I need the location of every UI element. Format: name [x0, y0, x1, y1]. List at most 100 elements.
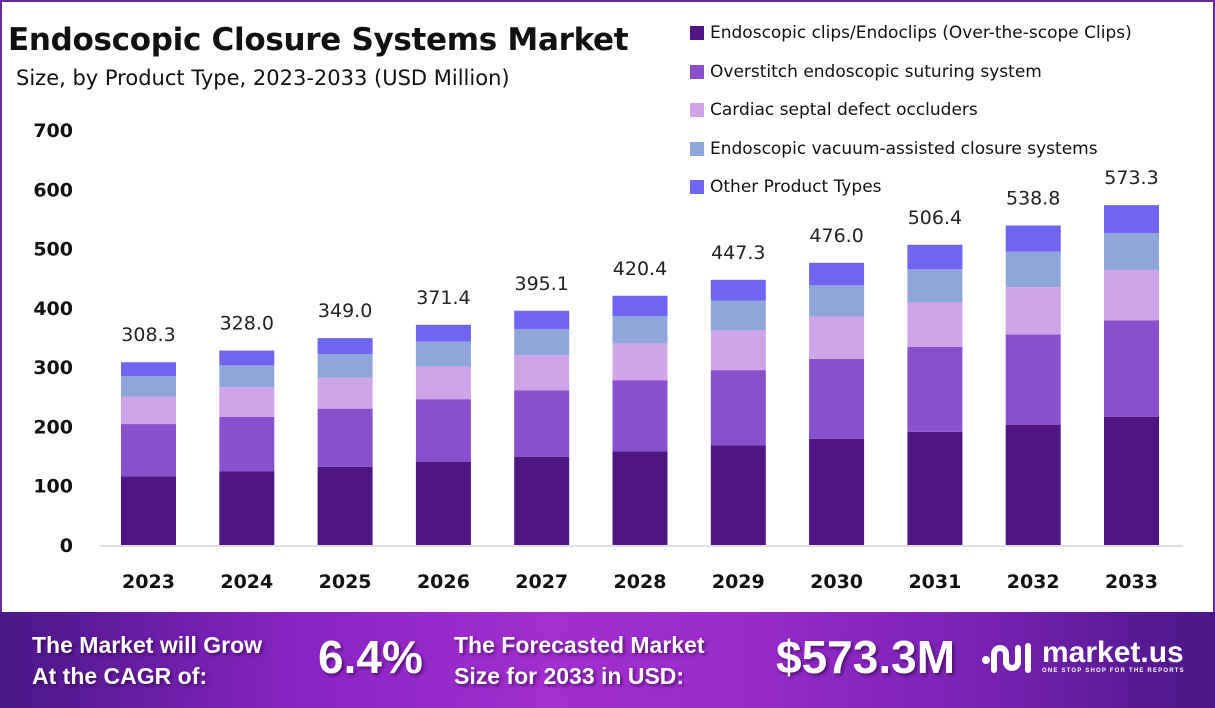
bar-segment	[219, 350, 275, 366]
bar-segment	[1104, 269, 1159, 321]
bar-stack: 349.0	[317, 300, 373, 545]
total-data-label: 476.0	[809, 225, 863, 247]
brand-logo: market.us ONE STOP SHOP FOR THE REPORTS	[980, 636, 1185, 676]
cagr-label: The Market will Grow At the CAGR of:	[32, 630, 262, 692]
bar-segment	[121, 376, 176, 397]
total-data-label: 395.1	[514, 273, 568, 295]
footer-banner: The Market will Grow At the CAGR of: 6.4…	[0, 612, 1215, 708]
legend-item: Other Product Types	[690, 168, 1132, 207]
x-tick-label: 2031	[908, 571, 961, 593]
bar-segment	[1104, 320, 1159, 417]
bar-segment	[219, 387, 275, 417]
legend-swatch	[690, 180, 704, 195]
legend-item: Cardiac septal defect occluders	[690, 91, 1132, 130]
bar-stack: 420.4	[612, 258, 668, 545]
bar-segment	[612, 343, 668, 381]
bar-stack: 308.3	[121, 324, 176, 545]
legend-item: Endoscopic vacuum-assisted closure syste…	[690, 130, 1132, 169]
bars: 308.3 328.0 349.0 371.4 395.1 420.4 447.3 476.0…	[121, 167, 1159, 545]
y-tick-label: 100	[33, 476, 73, 498]
chart-subtitle: Size, by Product Type, 2023-2033 (USD Mi…	[16, 66, 510, 90]
bar-segment	[809, 285, 865, 317]
x-tick-label: 2033	[1105, 571, 1158, 593]
legend-swatch	[690, 103, 704, 118]
x-tick-label: 2029	[712, 571, 765, 593]
stacked-bar-chart: 0 100 200 300 400 500 600 700 308.3 328.0 349.0 37…	[33, 120, 1183, 593]
cagr-label-line2: At the CAGR of:	[32, 663, 208, 689]
bar-segment	[1005, 424, 1061, 545]
bar-segment	[809, 438, 865, 545]
bar-stack: 395.1	[514, 273, 570, 545]
forecast-value: $573.3M	[776, 631, 956, 683]
legend-label: Cardiac septal defect occluders	[710, 100, 978, 121]
bar-segment	[907, 431, 963, 545]
bar-segment	[1005, 334, 1061, 425]
bar-segment	[514, 310, 570, 330]
total-data-label: 506.4	[908, 207, 962, 229]
legend-swatch	[690, 64, 704, 79]
bar-segment	[514, 390, 570, 457]
brand-name: market.us	[1042, 636, 1184, 669]
total-data-label: 447.3	[711, 242, 765, 264]
bar-segment	[1104, 205, 1159, 234]
x-tick-label: 2024	[220, 571, 273, 593]
bar-segment	[317, 354, 373, 378]
y-tick-label: 0	[60, 535, 73, 557]
y-tick-label: 400	[33, 298, 73, 320]
bar-segment	[317, 338, 373, 355]
bar-segment	[121, 424, 176, 477]
total-data-label: 573.3	[1104, 167, 1158, 189]
bar-segment	[612, 295, 668, 317]
bar-segment	[809, 262, 865, 286]
x-axis: 2023 2024 2025 2026 2027 2028 2029 2030 2031 2032…	[122, 571, 1158, 593]
legend-label: Other Product Types	[710, 177, 882, 198]
y-tick-label: 300	[33, 357, 73, 379]
bar-segment	[317, 466, 373, 545]
legend-item: Endoscopic clips/Endoclips (Over-the-sco…	[690, 14, 1132, 53]
total-data-label: 538.8	[1006, 188, 1060, 210]
bar-segment	[219, 471, 275, 545]
bar-segment	[1104, 416, 1159, 545]
x-tick-label: 2032	[1007, 571, 1060, 593]
x-tick-label: 2027	[515, 571, 568, 593]
total-data-label: 308.3	[121, 324, 175, 346]
bar-segment	[612, 451, 668, 545]
bar-segment	[907, 269, 963, 303]
y-tick-label: 600	[33, 179, 73, 201]
legend: Endoscopic clips/Endoclips (Over-the-sco…	[690, 14, 1132, 207]
bar-segment	[1104, 233, 1159, 270]
chart-title: Endoscopic Closure Systems Market	[8, 22, 629, 58]
y-tick-label: 500	[33, 239, 73, 261]
bar-segment	[907, 244, 963, 270]
x-tick-label: 2030	[810, 571, 863, 593]
total-data-label: 349.0	[318, 300, 372, 322]
bar-segment	[907, 346, 963, 432]
total-data-label: 420.4	[613, 258, 667, 280]
bar-stack: 447.3	[710, 242, 766, 545]
bar-segment	[415, 399, 471, 462]
bar-segment	[1005, 225, 1061, 252]
bar-segment	[121, 476, 176, 545]
bar-stack: 506.4	[907, 207, 963, 545]
bar-stack: 538.8	[1005, 188, 1061, 545]
bar-segment	[121, 362, 176, 377]
bar-segment	[710, 300, 766, 331]
bar-segment	[415, 366, 471, 400]
bar-stack: 573.3	[1104, 167, 1159, 545]
bar-segment	[415, 341, 471, 367]
forecast-label-line2: Size for 2033 in USD:	[454, 663, 685, 689]
total-data-label: 328.0	[220, 313, 274, 335]
bar-segment	[1005, 287, 1061, 335]
bar-segment	[219, 365, 275, 388]
x-tick-label: 2025	[319, 571, 372, 593]
bar-segment	[710, 279, 766, 301]
brand-tagline: ONE STOP SHOP FOR THE REPORTS	[1042, 668, 1185, 674]
x-tick-label: 2026	[417, 571, 470, 593]
bar-segment	[612, 380, 668, 452]
x-tick-label: 2028	[614, 571, 667, 593]
bar-stack: 328.0	[219, 313, 275, 545]
cagr-value: 6.4%	[318, 631, 423, 683]
x-tick-label: 2023	[122, 571, 175, 593]
legend-swatch	[690, 26, 704, 41]
legend-label: Overstitch endoscopic suturing system	[710, 61, 1042, 82]
